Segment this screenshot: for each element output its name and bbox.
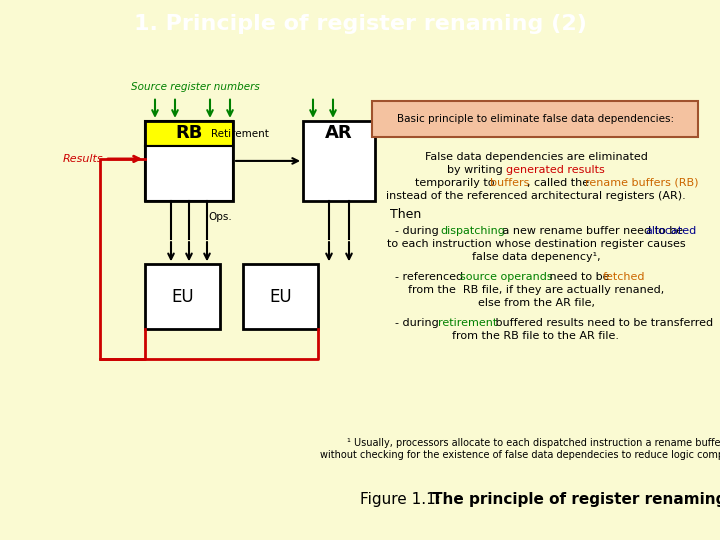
Text: 1. Principle of register renaming (2): 1. Principle of register renaming (2): [134, 14, 586, 35]
Text: fetched: fetched: [603, 272, 646, 282]
Text: Ops.: Ops.: [208, 212, 232, 222]
Text: dispatching: dispatching: [440, 226, 505, 236]
Text: EU: EU: [171, 288, 194, 306]
Text: without checking for the existence of false data dependecies to reduce logic com: without checking for the existence of fa…: [320, 450, 720, 460]
FancyBboxPatch shape: [372, 101, 698, 137]
Text: false data depenency¹,: false data depenency¹,: [472, 252, 600, 262]
Text: need to be: need to be: [546, 272, 613, 282]
Text: RB: RB: [175, 124, 203, 142]
Text: buffers: buffers: [490, 178, 529, 188]
Text: buffered results need to be transferred: buffered results need to be transferred: [492, 319, 713, 328]
Text: EU: EU: [269, 288, 292, 306]
Text: generated results: generated results: [506, 165, 605, 175]
Text: source operands: source operands: [460, 272, 553, 282]
Text: rename buffers (RB): rename buffers (RB): [585, 178, 698, 188]
Text: Results: Results: [63, 154, 103, 164]
Text: Retirement: Retirement: [211, 129, 269, 139]
Text: ¹ Usually, processors allocate to each dispatched instruction a rename buffer: ¹ Usually, processors allocate to each d…: [347, 438, 720, 448]
Text: Basic principle to eliminate false data dependencies:: Basic principle to eliminate false data …: [397, 114, 675, 124]
Text: a new rename buffer need to be: a new rename buffer need to be: [499, 226, 687, 236]
Text: Then: Then: [390, 207, 421, 220]
Text: else from the AR file,: else from the AR file,: [477, 298, 595, 308]
Text: instead of the referenced architectural registers (AR).: instead of the referenced architectural …: [386, 191, 686, 201]
FancyBboxPatch shape: [145, 264, 220, 329]
FancyBboxPatch shape: [145, 146, 233, 201]
Text: - during: - during: [395, 319, 442, 328]
FancyBboxPatch shape: [303, 121, 375, 201]
Text: - referenced: - referenced: [395, 272, 467, 282]
Text: by writing: by writing: [446, 165, 506, 175]
Text: from the  RB file, if they are actually renaned,: from the RB file, if they are actually r…: [408, 285, 664, 295]
Text: - during: - during: [395, 226, 442, 236]
Text: temporarily to: temporarily to: [415, 178, 498, 188]
Text: to each instruction whose destination register causes: to each instruction whose destination re…: [387, 239, 685, 249]
Text: Source register numbers: Source register numbers: [130, 82, 259, 92]
Text: allocated: allocated: [645, 226, 696, 236]
FancyBboxPatch shape: [145, 121, 233, 146]
Text: AR: AR: [325, 124, 353, 142]
Text: The principle of register renaming: The principle of register renaming: [432, 492, 720, 508]
Text: , called the: , called the: [527, 178, 593, 188]
Text: False data dependencies are eliminated: False data dependencies are eliminated: [425, 152, 647, 162]
Text: from the RB file to the AR file.: from the RB file to the AR file.: [452, 332, 619, 341]
Text: retirement: retirement: [438, 319, 498, 328]
FancyBboxPatch shape: [243, 264, 318, 329]
Text: Figure 1.1:: Figure 1.1:: [360, 492, 446, 508]
